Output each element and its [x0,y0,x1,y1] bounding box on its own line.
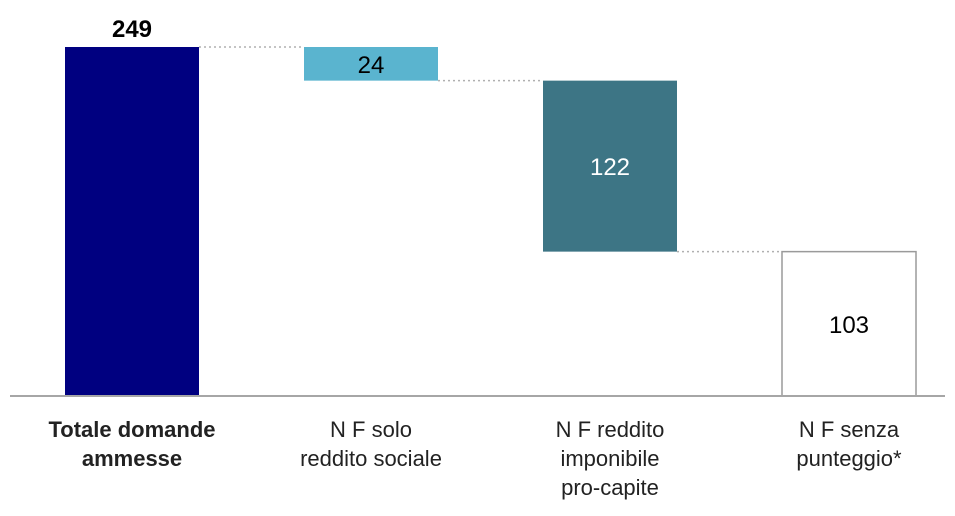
category-label-3-line-1: N F reddito [556,417,665,442]
category-label-2-line-1: N F solo [330,417,412,442]
category-label-4: N F senza punteggio* [796,417,902,471]
value-label-3: 122 [590,154,630,181]
category-label-3-line-3: pro-capite [561,475,659,500]
category-label-4-line-1: N F senza [799,417,900,442]
category-label-2-line-2: reddito sociale [300,446,442,471]
category-label-1-line-2: ammesse [82,446,182,471]
bars-group [65,47,917,397]
category-label-1-line-1: Totale domande [48,417,215,442]
value-label-4: 103 [829,312,869,339]
category-label-1: Totale domande ammesse [48,417,215,471]
category-labels: Totale domande ammesse N F solo reddito soc… [48,417,902,500]
value-label-2: 24 [358,52,385,79]
category-label-4-line-2: punteggio* [796,446,902,471]
category-label-3: N F reddito imponibile pro-capite [556,417,665,500]
bar-2 [304,47,438,81]
category-label-3-line-2: imponibile [560,446,659,471]
connector-lines [199,46,782,253]
bar-1 [65,47,199,396]
value-label-1: 249 [112,16,152,43]
bar-3 [543,80,677,252]
category-label-2: N F solo reddito sociale [300,417,442,471]
value-labels: 249 24 122 103 [112,16,869,339]
